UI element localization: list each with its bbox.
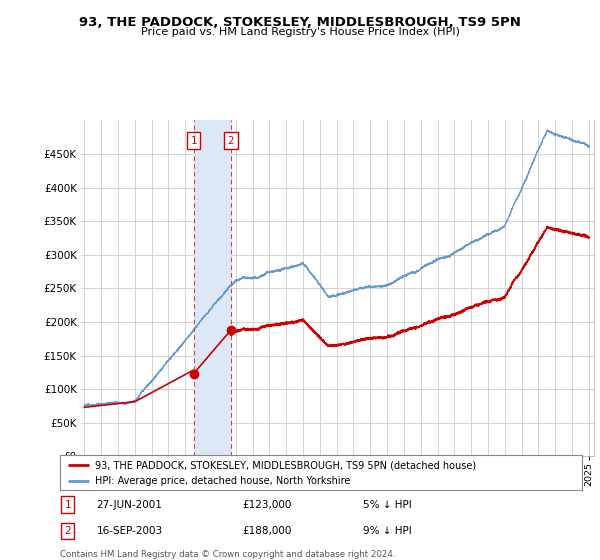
Text: £123,000: £123,000 — [242, 500, 292, 510]
Text: 2: 2 — [228, 136, 234, 146]
Text: £188,000: £188,000 — [242, 526, 292, 536]
Text: Contains HM Land Registry data © Crown copyright and database right 2024.
This d: Contains HM Land Registry data © Crown c… — [60, 550, 395, 560]
Text: 1: 1 — [65, 500, 71, 510]
Text: 9% ↓ HPI: 9% ↓ HPI — [363, 526, 412, 536]
Text: 2: 2 — [65, 526, 71, 536]
Text: 93, THE PADDOCK, STOKESLEY, MIDDLESBROUGH, TS9 5PN: 93, THE PADDOCK, STOKESLEY, MIDDLESBROUG… — [79, 16, 521, 29]
Text: Price paid vs. HM Land Registry's House Price Index (HPI): Price paid vs. HM Land Registry's House … — [140, 27, 460, 37]
Text: 5% ↓ HPI: 5% ↓ HPI — [363, 500, 412, 510]
Text: 93, THE PADDOCK, STOKESLEY, MIDDLESBROUGH, TS9 5PN (detached house): 93, THE PADDOCK, STOKESLEY, MIDDLESBROUG… — [95, 460, 476, 470]
Text: 1: 1 — [190, 136, 197, 146]
Text: HPI: Average price, detached house, North Yorkshire: HPI: Average price, detached house, Nort… — [95, 477, 351, 486]
Text: 16-SEP-2003: 16-SEP-2003 — [97, 526, 163, 536]
Bar — [194, 120, 231, 456]
Text: 27-JUN-2001: 27-JUN-2001 — [97, 500, 163, 510]
